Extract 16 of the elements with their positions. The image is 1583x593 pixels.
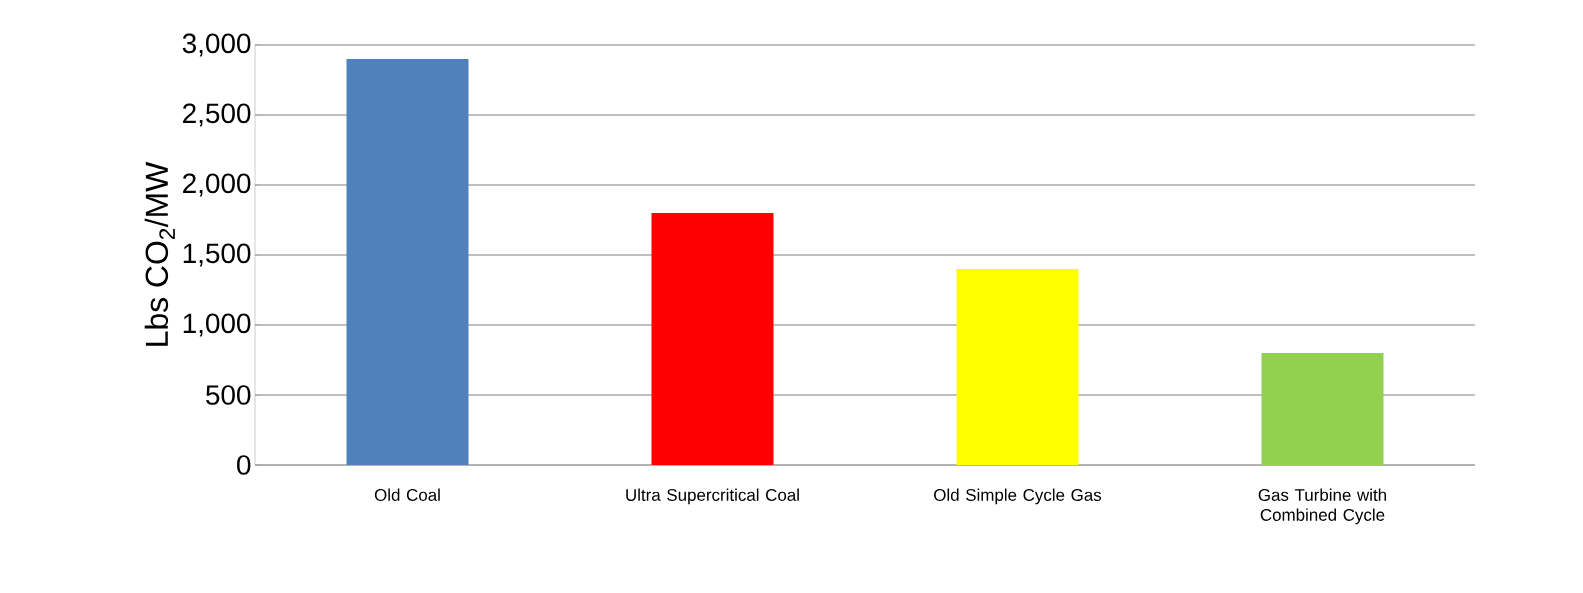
bar: [956, 269, 1079, 465]
y-tick-label: 0: [237, 455, 251, 475]
y-tick-label: 1,000: [183, 313, 251, 337]
y-tick-label: 2,000: [183, 173, 251, 197]
y-tick-label: 1,500: [183, 243, 251, 267]
x-tick-label: Ultra Supercritical Coal: [626, 488, 799, 505]
x-tick-label: Old Coal: [374, 488, 440, 501]
y-tick-label: 3,000: [182, 33, 251, 57]
bar: [651, 213, 774, 465]
y-tick-label: 500: [206, 385, 251, 405]
y-tick-label: 2,500: [183, 103, 251, 127]
x-tick-label: Old Simple Cycle Gas: [934, 488, 1102, 505]
bar: [346, 59, 469, 465]
y-axis-title: Lbs CO$_{2}$/MW: [144, 161, 175, 346]
bar: [1261, 353, 1384, 465]
x-tick-label: Gas Turbine with Combined Cycle: [1258, 488, 1386, 525]
